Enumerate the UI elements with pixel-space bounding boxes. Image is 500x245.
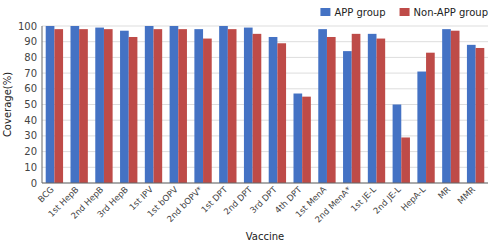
x-axis-title: Vaccine [246,231,284,242]
bar [327,37,336,183]
bar [79,29,88,183]
bar [228,29,237,183]
grid-line [42,26,488,27]
bar [269,37,278,183]
x-tick-label: 2nd MenA* [313,184,353,224]
bar [46,26,55,183]
y-axis-line [42,26,43,183]
legend-swatch [320,8,330,16]
x-tick-label: MR [436,184,452,200]
y-tick-label: 0 [31,178,37,189]
bar [95,28,104,183]
bar [129,37,138,183]
y-tick-label: 100 [18,21,37,32]
y-tick-label: 50 [24,99,37,110]
bar [318,29,327,183]
bar [442,29,451,183]
y-tick-label: 30 [24,130,37,141]
bar [253,34,262,183]
bar [145,26,154,183]
x-tick-label: 2nd JE-L [371,184,403,216]
y-tick-label: 10 [24,162,37,173]
legend-label: APP group [334,7,385,18]
y-axis-title: Coverage(%) [2,72,13,137]
bar [417,72,426,183]
bar [401,137,410,183]
x-tick-label: HepA-L [399,184,428,213]
x-tick-label: MMR [455,184,477,206]
legend-item: APP group [320,7,385,18]
x-axis-line [42,183,488,184]
legend-item: Non-APP group [400,7,488,18]
bar [368,34,377,183]
bar [352,34,361,183]
legend-label: Non-APP group [414,7,488,18]
bar [194,29,203,183]
bar [170,26,179,183]
bar [476,48,485,183]
bar [277,43,286,183]
x-tick-label: 2nd DPT [222,184,255,217]
bar [219,26,228,183]
bar [54,29,63,183]
x-tick-label: 3rd HepB [95,184,130,219]
bar [426,53,435,183]
chart: 0 10 20 30 40 50 60 70 80 90 100 BCG1st HepB2nd Hep… [0,0,500,245]
y-tick-label: 60 [24,83,37,94]
bar [293,94,302,183]
bar [393,105,402,184]
bar [120,31,129,183]
x-axis: BCG1st HepB2nd HepB3rd HepB1st IPV1st bO… [36,184,477,225]
grid-line [42,183,488,184]
bar [343,51,352,183]
bar [451,31,460,183]
y-tick-label: 80 [24,52,37,63]
bar [70,26,79,183]
bar [377,39,386,183]
bar [178,29,187,183]
legend-swatch [400,8,410,16]
y-axis: 0 10 20 30 40 50 60 70 80 90 100 [18,21,488,189]
x-tick-label: BCG [36,184,56,204]
x-tick-label: 2nd bOPV* [165,184,205,224]
bars [46,26,485,183]
bar [104,29,113,183]
bar [467,45,476,183]
legend: APP group Non-APP group [320,7,488,18]
bar [154,29,163,183]
bar [302,97,311,183]
y-tick-label: 40 [24,115,37,126]
bar [244,28,253,183]
y-tick-label: 90 [24,36,37,47]
bar [203,39,212,183]
y-tick-label: 70 [24,68,37,79]
y-tick-label: 20 [24,146,37,157]
